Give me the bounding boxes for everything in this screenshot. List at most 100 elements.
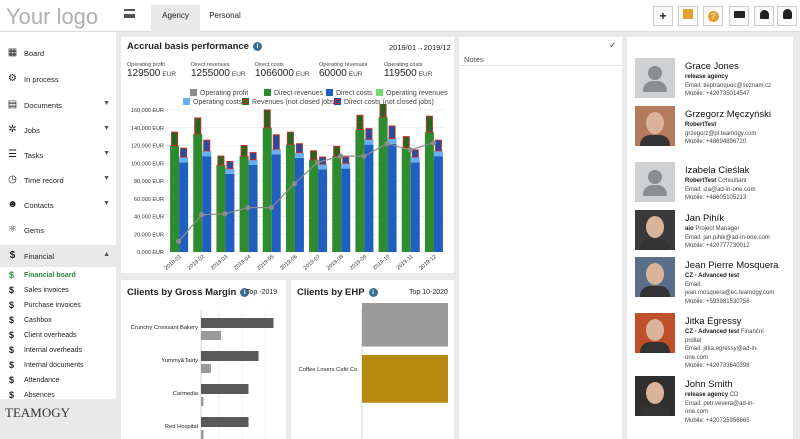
tab-personal[interactable]: Personal bbox=[209, 11, 241, 20]
contact-name[interactable]: Izabela Cieślak bbox=[685, 165, 750, 176]
kpi-value: 119500 bbox=[384, 68, 417, 79]
kpi-operating-costs: Operating costs 119500 EUR bbox=[384, 62, 432, 79]
legend-revenues-not-closed[interactable]: Revenues (not closed jobs) bbox=[242, 98, 337, 106]
sidebar-item-gems[interactable]: ⚛ Gems bbox=[0, 219, 116, 241]
avatar[interactable] bbox=[635, 106, 675, 146]
sidebar-sub-client-overheads[interactable]: $ Client overheads bbox=[0, 328, 116, 343]
ehp-filter[interactable]: Top 10-2020 bbox=[409, 289, 448, 296]
bar-gross-margin-secondary bbox=[201, 331, 221, 340]
sidebar-sub-sales-invoices[interactable]: $ Sales invoices bbox=[0, 283, 116, 298]
contact-name[interactable]: Jitka Egressy bbox=[685, 316, 742, 327]
legend-operating-revenues[interactable]: Operating revenues bbox=[376, 89, 447, 97]
x-tick-label: 2019-12 bbox=[418, 254, 437, 272]
contact-name[interactable]: Jean Pierre Mosquera bbox=[685, 260, 779, 271]
legend-costs-not-closed[interactable]: Direct costs (not closed jobs) bbox=[334, 98, 434, 106]
info-icon[interactable]: i bbox=[368, 288, 378, 297]
avatar[interactable] bbox=[635, 210, 675, 250]
bar-gross-margin bbox=[201, 417, 249, 427]
logo[interactable]: Your logo bbox=[6, 4, 99, 29]
sidebar-sub-internal-documents[interactable]: $ Internal documents bbox=[0, 358, 116, 373]
sidebar-sub-absences[interactable]: $ Absences bbox=[0, 388, 116, 403]
x-tick-label: 2019-11 bbox=[396, 254, 415, 271]
notifications-button[interactable] bbox=[754, 6, 774, 26]
sidebar-item-documents[interactable]: ▤ Documents ▼ bbox=[0, 94, 116, 116]
sidebar-sub-financial-board[interactable]: $ Financial board bbox=[0, 268, 116, 283]
menu-icon[interactable] bbox=[124, 9, 135, 18]
notes-textarea[interactable] bbox=[464, 71, 616, 431]
category-label: Crunchy Croissant Bakery bbox=[131, 325, 198, 331]
print-button[interactable] bbox=[729, 6, 749, 26]
category-label: Red Hospital bbox=[165, 424, 198, 430]
sidebar-item-jobs[interactable]: ✲ Jobs ▼ bbox=[0, 119, 116, 141]
bar-direct-costs bbox=[341, 168, 351, 252]
date-range[interactable]: 2019/01→2019/12 bbox=[389, 43, 451, 52]
legend-direct-costs[interactable]: Direct costs bbox=[326, 89, 373, 97]
dollar-icon: $ bbox=[9, 360, 15, 370]
dollar-icon: $ bbox=[9, 270, 15, 280]
sidebar-item-in-process[interactable]: ⚙ In process bbox=[0, 68, 116, 90]
legend-direct-revenues[interactable]: Direct revenues bbox=[264, 89, 323, 97]
bar-revenues-not-closed bbox=[263, 109, 271, 129]
tab-agency[interactable]: Agency bbox=[151, 5, 200, 32]
avatar[interactable] bbox=[635, 257, 675, 297]
person-photo-body bbox=[640, 239, 670, 250]
bar-gross-margin-secondary bbox=[201, 397, 204, 406]
contact-name[interactable]: John Smith bbox=[685, 379, 733, 390]
x-tick-label: 2019-07 bbox=[303, 254, 322, 272]
bar-operating-costs bbox=[318, 164, 328, 170]
point-operating-profit bbox=[268, 205, 274, 211]
y-tick-label: 100,000 EUR bbox=[131, 161, 164, 167]
bar-operating-costs bbox=[433, 150, 443, 157]
add-button[interactable]: + bbox=[653, 6, 673, 26]
sidebar-item-board[interactable]: ▦ Board bbox=[0, 42, 116, 64]
sidebar-sub-internal-overheads[interactable]: $ Internal overheads bbox=[0, 343, 116, 358]
check-icon[interactable]: ✓ bbox=[609, 40, 617, 50]
person-photo-face bbox=[646, 216, 664, 238]
sidebar-item-tasks[interactable]: ☰ Tasks ▼ bbox=[0, 144, 116, 166]
help-button[interactable]: ? bbox=[703, 6, 723, 26]
avatar[interactable] bbox=[635, 162, 675, 202]
accrual-chart: 0,000 EUR 20,000 EUR 40,000 EUR 60,000 EUR 8… bbox=[131, 104, 445, 272]
contact-email: Email: bbox=[685, 281, 702, 288]
legend-operating-costs[interactable]: Operating costs bbox=[183, 98, 242, 106]
x-tick-label: 2019-05 bbox=[256, 254, 275, 272]
avatar[interactable] bbox=[635, 313, 675, 353]
info-icon[interactable]: i bbox=[252, 42, 262, 51]
info-icon[interactable]: i bbox=[240, 288, 250, 297]
legend-operating-profit[interactable]: Operating profit bbox=[190, 89, 248, 97]
user-button[interactable] bbox=[777, 6, 797, 26]
sidebar-item-time-record[interactable]: ◷ Time record ▼ bbox=[0, 169, 116, 191]
sidebar-sub-purchase-invoices[interactable]: $ Purchase invoices bbox=[0, 298, 116, 313]
contact-email: grzegorz@pl.teamogy.com bbox=[685, 130, 757, 137]
avatar[interactable] bbox=[635, 376, 675, 416]
process-icon: ⚙ bbox=[8, 73, 17, 84]
notes-button[interactable] bbox=[678, 6, 698, 26]
contact-name[interactable]: Jan Pihík bbox=[685, 213, 725, 224]
sidebar-item-label: Jobs bbox=[24, 126, 40, 135]
user-icon bbox=[782, 9, 792, 19]
sidebar-sub-cashbox[interactable]: $ Cashbox bbox=[0, 313, 116, 328]
contact-name[interactable]: Grzegorz Męczyński bbox=[685, 109, 772, 120]
chevron-down-icon: ▼ bbox=[103, 150, 110, 157]
contact-company: RobertTest Consultant bbox=[685, 178, 747, 184]
sidebar-item-financial[interactable]: $ Financial ▲ bbox=[0, 245, 116, 267]
gross-margin-filter[interactable]: Top -2019 bbox=[246, 289, 278, 296]
point-operating-profit bbox=[314, 159, 321, 165]
note-icon bbox=[683, 9, 693, 19]
x-tick-label: 2019-08 bbox=[326, 254, 345, 272]
bar-direct-revenues bbox=[193, 133, 203, 252]
contact-email: one.com bbox=[685, 409, 709, 415]
sidebar-sub-attendance[interactable]: $ Attendance bbox=[0, 373, 116, 388]
y-tick-label: 160,000 EUR bbox=[131, 108, 164, 114]
sidebar: ▦ Board ⚙ In process ▤ Documents ▼ ✲ Jobs ▼ ☰ T… bbox=[0, 32, 116, 439]
sidebar-item-label: Absences bbox=[24, 391, 55, 399]
kpi-unit: EUR bbox=[295, 71, 310, 78]
avatar[interactable] bbox=[635, 58, 675, 98]
legend-label: Direct costs (not closed jobs) bbox=[344, 99, 434, 106]
contact-mobile: Mobile: +420777730012 bbox=[685, 243, 750, 249]
bar-revenues-not-closed bbox=[333, 145, 341, 157]
contact-email: Email: tieptranquoc@seznam.cz bbox=[685, 82, 772, 89]
contact-name[interactable]: Grace Jones bbox=[685, 61, 739, 72]
jobs-icon: ✲ bbox=[8, 124, 17, 135]
sidebar-item-contacts[interactable]: ☻ Contacts ▼ bbox=[0, 194, 116, 216]
